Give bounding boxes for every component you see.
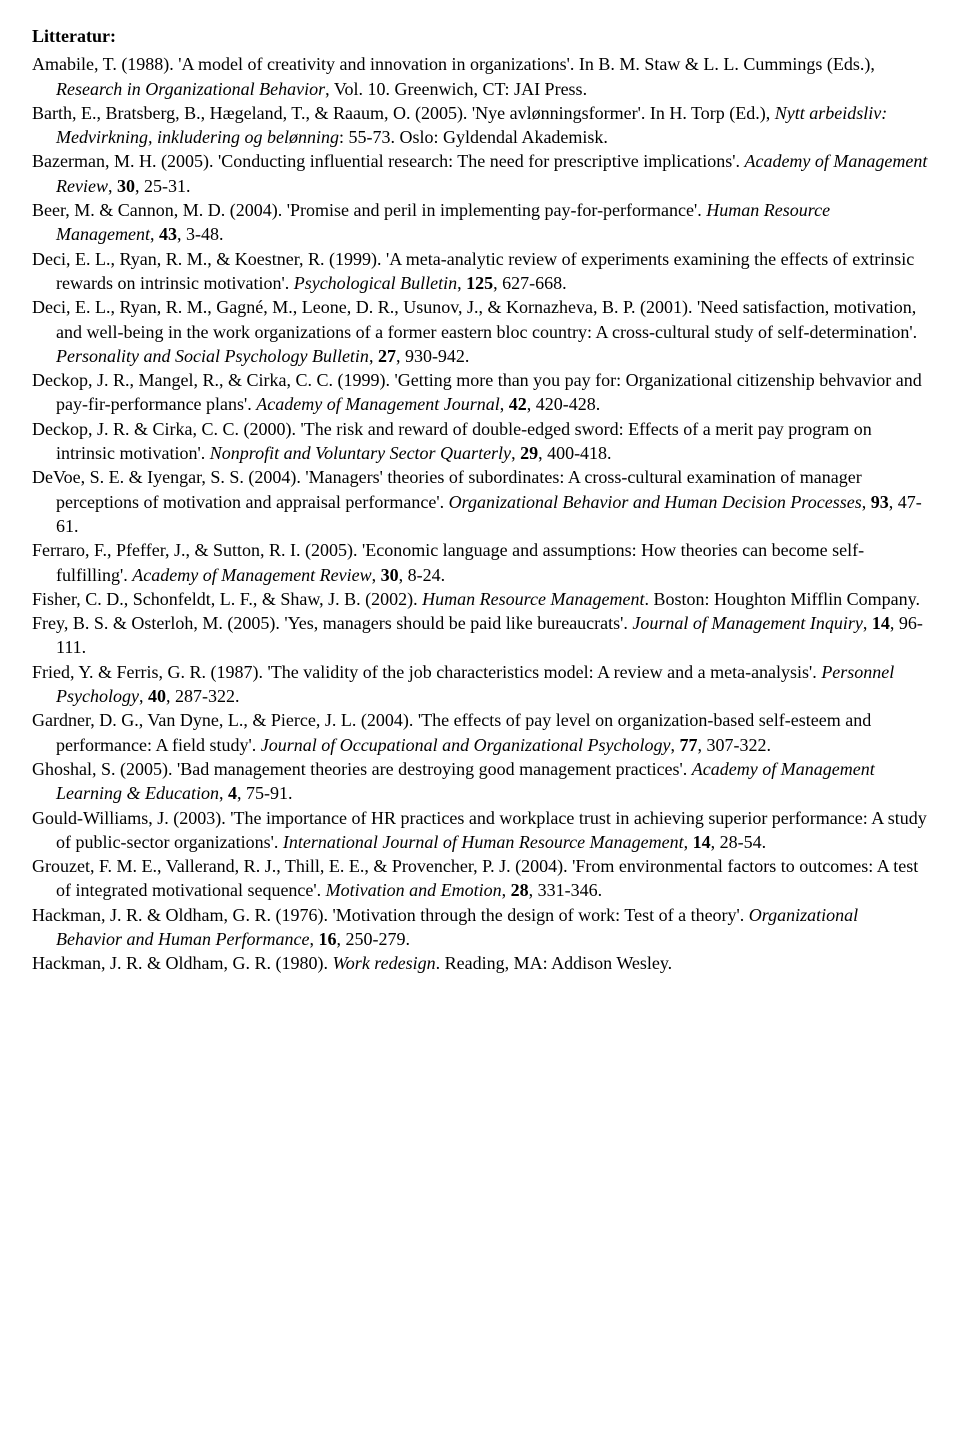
reference-text: , 331-346. bbox=[529, 880, 603, 900]
reference-text: Human Resource Management bbox=[422, 589, 644, 609]
reference-text: , 930-942. bbox=[396, 346, 470, 366]
reference-text: 93 bbox=[871, 492, 889, 512]
reference-entry: Deci, E. L., Ryan, R. M., Gagné, M., Leo… bbox=[32, 295, 928, 368]
reference-text: 16 bbox=[318, 929, 336, 949]
reference-text: , bbox=[457, 273, 466, 293]
reference-text: Deci, E. L., Ryan, R. M., Gagné, M., Leo… bbox=[32, 297, 917, 341]
reference-text: , Vol. 10. Greenwich, CT: JAI Press. bbox=[325, 79, 587, 99]
reference-text: , 8-24. bbox=[399, 565, 446, 585]
reference-text: Beer, M. & Cannon, M. D. (2004). 'Promis… bbox=[32, 200, 706, 220]
reference-text: Work redesign bbox=[332, 953, 435, 973]
reference-entry: Hackman, J. R. & Oldham, G. R. (1976). '… bbox=[32, 903, 928, 952]
reference-text: , 400-418. bbox=[538, 443, 612, 463]
reference-text: , 3-48. bbox=[177, 224, 224, 244]
reference-text: , bbox=[500, 394, 509, 414]
reference-text: Motivation and Emotion bbox=[326, 880, 502, 900]
reference-text: , 75-91. bbox=[237, 783, 293, 803]
reference-text: , bbox=[219, 783, 228, 803]
reference-text: , bbox=[863, 613, 872, 633]
reference-text: : 55-73. Oslo: Gyldendal Akademisk. bbox=[339, 127, 608, 147]
reference-text: 43 bbox=[159, 224, 177, 244]
reference-text: , 307-322. bbox=[698, 735, 772, 755]
reference-text: , bbox=[108, 176, 117, 196]
reference-entry: Gardner, D. G., Van Dyne, L., & Pierce, … bbox=[32, 708, 928, 757]
reference-entry: Ghoshal, S. (2005). 'Bad management theo… bbox=[32, 757, 928, 806]
reference-text: 42 bbox=[509, 394, 527, 414]
reference-text: 77 bbox=[680, 735, 698, 755]
reference-entry: Fisher, C. D., Schonfeldt, L. F., & Shaw… bbox=[32, 587, 928, 611]
reference-text: Fried, Y. & Ferris, G. R. (1987). 'The v… bbox=[32, 662, 821, 682]
reference-entry: Barth, E., Bratsberg, B., Hægeland, T., … bbox=[32, 101, 928, 150]
reference-text: , bbox=[372, 565, 381, 585]
reference-entry: Amabile, T. (1988). 'A model of creativi… bbox=[32, 52, 928, 101]
reference-entry: Ferraro, F., Pfeffer, J., & Sutton, R. I… bbox=[32, 538, 928, 587]
reference-text: , bbox=[369, 346, 378, 366]
reference-entry: Gould-Williams, J. (2003). 'The importan… bbox=[32, 806, 928, 855]
reference-entry: Deci, E. L., Ryan, R. M., & Koestner, R.… bbox=[32, 247, 928, 296]
reference-text: , bbox=[150, 224, 159, 244]
reference-text: International Journal of Human Resource … bbox=[283, 832, 684, 852]
reference-text: 125 bbox=[466, 273, 493, 293]
reference-text: 14 bbox=[872, 613, 890, 633]
reference-text: Journal of Occupational and Organization… bbox=[261, 735, 671, 755]
reference-text: , 627-668. bbox=[493, 273, 567, 293]
reference-entry: DeVoe, S. E. & Iyengar, S. S. (2004). 'M… bbox=[32, 465, 928, 538]
reference-text: Psychological Bulletin bbox=[294, 273, 457, 293]
reference-text: Organizational Behavior and Human Decisi… bbox=[449, 492, 862, 512]
reference-entry: Bazerman, M. H. (2005). 'Conducting infl… bbox=[32, 149, 928, 198]
reference-text: Research in Organizational Behavior bbox=[56, 79, 325, 99]
reference-entry: Fried, Y. & Ferris, G. R. (1987). 'The v… bbox=[32, 660, 928, 709]
section-heading: Litteratur: bbox=[32, 24, 928, 48]
reference-text: 4 bbox=[228, 783, 237, 803]
reference-text: , bbox=[684, 832, 693, 852]
reference-text: Academy of Management Journal bbox=[256, 394, 499, 414]
reference-text: , bbox=[671, 735, 680, 755]
reference-text: 27 bbox=[378, 346, 396, 366]
reference-text: Academy of Management Review bbox=[132, 565, 371, 585]
reference-text: 30 bbox=[381, 565, 399, 585]
reference-text: , 25-31. bbox=[135, 176, 191, 196]
reference-text: Journal of Management Inquiry bbox=[632, 613, 862, 633]
references-list: Amabile, T. (1988). 'A model of creativi… bbox=[32, 52, 928, 975]
reference-text: . Reading, MA: Addison Wesley. bbox=[436, 953, 673, 973]
reference-text: Nonprofit and Voluntary Sector Quarterly bbox=[210, 443, 511, 463]
reference-entry: Grouzet, F. M. E., Vallerand, R. J., Thi… bbox=[32, 854, 928, 903]
reference-text: 30 bbox=[117, 176, 135, 196]
reference-text: 29 bbox=[520, 443, 538, 463]
reference-entry: Beer, M. & Cannon, M. D. (2004). 'Promis… bbox=[32, 198, 928, 247]
reference-text: , bbox=[502, 880, 511, 900]
reference-text: , bbox=[511, 443, 520, 463]
reference-text: , 287-322. bbox=[166, 686, 240, 706]
reference-text: , bbox=[862, 492, 871, 512]
reference-text: Frey, B. S. & Osterloh, M. (2005). 'Yes,… bbox=[32, 613, 632, 633]
reference-text: Hackman, J. R. & Oldham, G. R. (1976). '… bbox=[32, 905, 749, 925]
reference-text: , 28-54. bbox=[711, 832, 767, 852]
reference-entry: Frey, B. S. & Osterloh, M. (2005). 'Yes,… bbox=[32, 611, 928, 660]
reference-entry: Deckop, J. R., Mangel, R., & Cirka, C. C… bbox=[32, 368, 928, 417]
reference-text: Amabile, T. (1988). 'A model of creativi… bbox=[32, 54, 875, 74]
reference-text: , 250-279. bbox=[336, 929, 410, 949]
reference-text: , 420-428. bbox=[527, 394, 601, 414]
reference-entry: Deckop, J. R. & Cirka, C. C. (2000). 'Th… bbox=[32, 417, 928, 466]
reference-text: Hackman, J. R. & Oldham, G. R. (1980). bbox=[32, 953, 332, 973]
reference-text: Barth, E., Bratsberg, B., Hægeland, T., … bbox=[32, 103, 775, 123]
reference-text: . Boston: Houghton Mifflin Company. bbox=[644, 589, 920, 609]
reference-text: 40 bbox=[148, 686, 166, 706]
reference-text: Bazerman, M. H. (2005). 'Conducting infl… bbox=[32, 151, 744, 171]
reference-text: , bbox=[139, 686, 148, 706]
reference-text: 14 bbox=[693, 832, 711, 852]
reference-entry: Hackman, J. R. & Oldham, G. R. (1980). W… bbox=[32, 951, 928, 975]
reference-text: Personality and Social Psychology Bullet… bbox=[56, 346, 369, 366]
reference-text: 28 bbox=[511, 880, 529, 900]
reference-text: Ghoshal, S. (2005). 'Bad management theo… bbox=[32, 759, 692, 779]
reference-text: Fisher, C. D., Schonfeldt, L. F., & Shaw… bbox=[32, 589, 422, 609]
